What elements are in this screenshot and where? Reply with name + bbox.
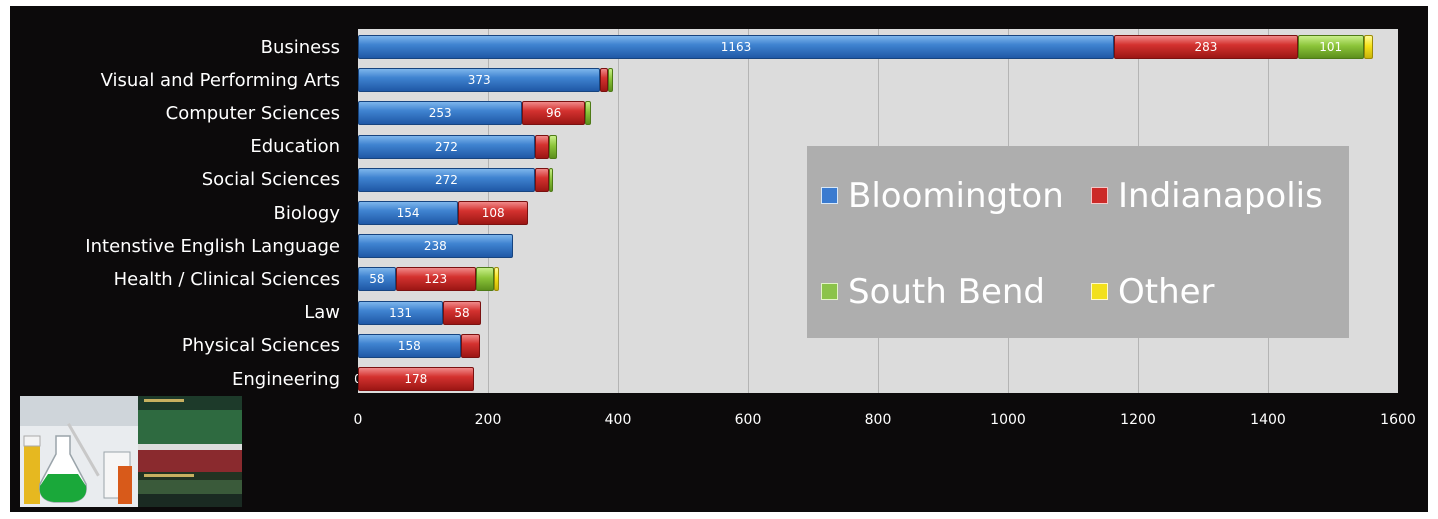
x-tick-label: 0: [353, 412, 363, 428]
bar-bloomington-physical-sciences: [358, 333, 461, 358]
data-label-bloomington-business: 1163: [720, 40, 752, 54]
bar-bloomington-visual-and-performing-arts: [358, 68, 601, 93]
data-label-bloomington-social-sciences: 272: [434, 172, 458, 187]
data-label-indianapolis-biology: 108: [481, 206, 505, 220]
data-label-bloomington-biology: 154: [396, 206, 420, 220]
bar-indianapolis-social-sciences: [534, 167, 550, 192]
bar-bloomington-health-clinical-sciences: [358, 267, 396, 292]
data-label-bloomington-engineering: 0: [350, 367, 366, 391]
legend-item-bloomington: Bloomington: [821, 174, 1064, 218]
bar-bloomington-business: [358, 35, 1114, 59]
bar-indianapolis-education: [534, 134, 550, 159]
data-label-bloomington-law: 131: [389, 305, 413, 320]
legend-swatch-other: [1091, 283, 1108, 300]
x-tick-label: 400: [604, 412, 632, 428]
bar-bloomington-biology: [358, 201, 459, 225]
category-label-law: Law: [304, 302, 340, 324]
gridline: [618, 29, 619, 393]
category-label-biology: Biology: [273, 202, 340, 224]
data-label-bloomington-intenstive-english-language: 238: [423, 239, 447, 254]
bar-bloomington-law: [358, 300, 444, 325]
data-label-south-bend-business: 101: [1319, 40, 1343, 54]
bar-bloomington-social-sciences: [358, 167, 535, 192]
bar-south-bend-computer-sciences: [584, 101, 592, 126]
science-books-photo-icon: [20, 396, 242, 507]
legend-item-indianapolis: Indianapolis: [1091, 174, 1323, 218]
data-label-indianapolis-business: 283: [1194, 40, 1218, 54]
bar-indianapolis-engineering: [358, 367, 474, 391]
data-label-indianapolis-law: 58: [454, 305, 470, 320]
bar-indianapolis-visual-and-performing-arts: [600, 68, 609, 93]
x-tick-label: 1400: [1250, 412, 1286, 428]
x-tick-label: 800: [864, 412, 892, 428]
data-label-bloomington-education: 272: [434, 139, 458, 154]
category-label-visual-and-performing-arts: Visual and Performing Arts: [100, 69, 340, 91]
legend-item-south-bend: South Bend: [821, 270, 1045, 314]
category-label-engineering: Engineering: [232, 368, 340, 390]
data-label-bloomington-health-clinical-sciences: 58: [369, 272, 385, 287]
legend-label-other: Other: [1118, 272, 1215, 312]
category-label-health-clinical-sciences: Health / Clinical Sciences: [113, 268, 340, 290]
data-label-indianapolis-health-clinical-sciences: 123: [424, 272, 448, 287]
bar-indianapolis-health-clinical-sciences: [395, 267, 476, 292]
data-label-indianapolis-engineering: 178: [404, 372, 428, 386]
x-tick-label: 200: [474, 412, 502, 428]
bar-indianapolis-law: [443, 300, 481, 325]
legend-swatch-indianapolis: [1091, 187, 1108, 204]
data-label-bloomington-computer-sciences: 253: [428, 106, 452, 121]
legend: Bloomington Indianapolis South Bend Othe…: [807, 146, 1349, 338]
data-label-bloomington-visual-and-performing-arts: 373: [467, 73, 491, 88]
bar-south-bend-business: [1297, 35, 1364, 59]
category-label-computer-sciences: Computer Sciences: [165, 102, 340, 124]
bar-other-health-clinical-sciences: [493, 267, 500, 292]
x-tick-label: 1600: [1380, 412, 1416, 428]
bar-south-bend-education: [549, 134, 557, 159]
bar-bloomington-education: [358, 134, 535, 159]
bar-south-bend-health-clinical-sciences: [475, 267, 494, 292]
bar-other-business: [1363, 35, 1373, 59]
gridline: [748, 29, 749, 393]
category-label-social-sciences: Social Sciences: [201, 169, 340, 191]
bar-south-bend-visual-and-performing-arts: [608, 68, 614, 93]
legend-swatch-bloomington: [821, 187, 838, 204]
x-tick-label: 1000: [990, 412, 1026, 428]
legend-swatch-south-bend: [821, 283, 838, 300]
data-label-bloomington-physical-sciences: 158: [397, 338, 421, 353]
data-label-indianapolis-computer-sciences: 96: [545, 106, 562, 121]
category-label-business: Business: [260, 36, 340, 58]
legend-label-bloomington: Bloomington: [848, 176, 1064, 216]
x-tick-label: 600: [734, 412, 762, 428]
bar-indianapolis-physical-sciences: [460, 333, 481, 358]
category-label-education: Education: [250, 136, 340, 158]
bar-indianapolis-business: [1113, 35, 1298, 59]
x-tick-label: 1200: [1120, 412, 1156, 428]
category-label-intenstive-english-language: Intenstive English Language: [85, 235, 340, 257]
bar-bloomington-intenstive-english-language: [358, 234, 513, 259]
bar-indianapolis-biology: [458, 201, 529, 225]
bar-indianapolis-computer-sciences: [522, 101, 585, 126]
legend-label-indianapolis: Indianapolis: [1118, 176, 1323, 216]
bar-south-bend-social-sciences: [549, 167, 553, 192]
category-label-physical-sciences: Physical Sciences: [181, 335, 340, 357]
bar-bloomington-computer-sciences: [358, 101, 523, 126]
legend-label-south-bend: South Bend: [848, 272, 1045, 312]
legend-item-other: Other: [1091, 270, 1215, 314]
